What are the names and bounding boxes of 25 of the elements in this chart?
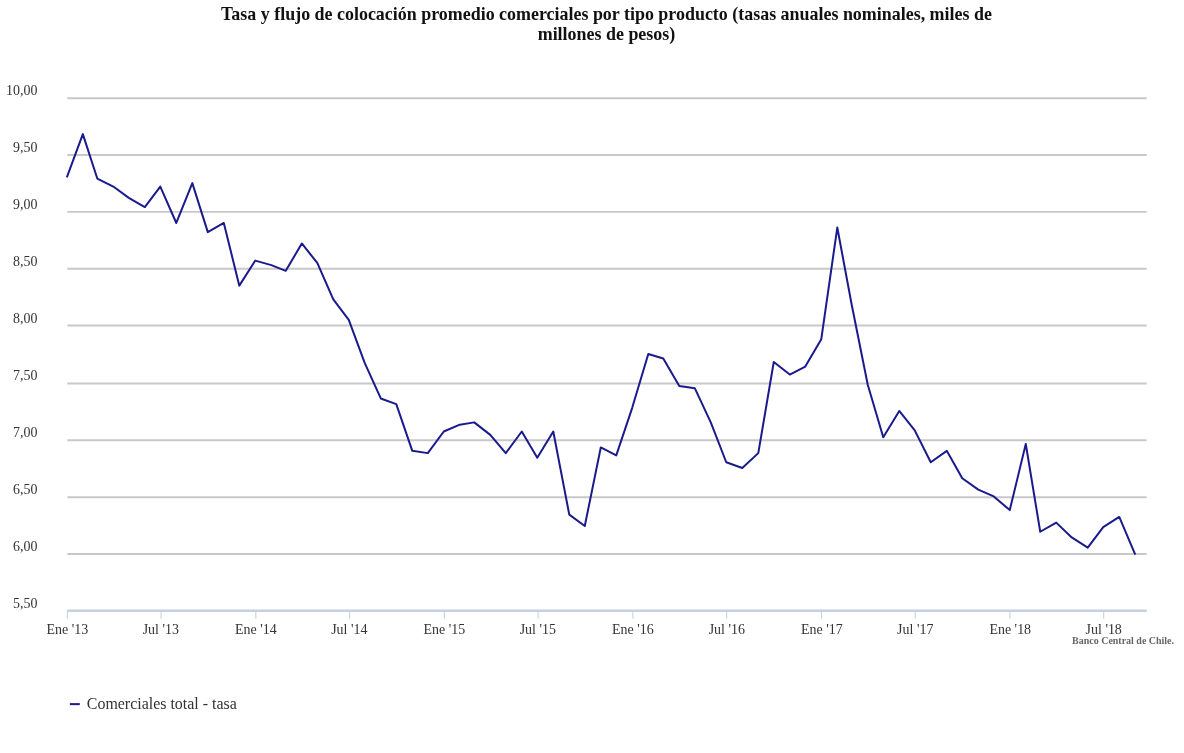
x-tick-label: Ene '18 <box>989 621 1032 637</box>
y-tick-label: 6,50 <box>12 481 38 497</box>
x-tick-label: Jul '16 <box>708 621 745 637</box>
y-tick-label: 8,50 <box>12 254 38 270</box>
text: Banco Central de Chile. <box>1072 635 1175 647</box>
y-tick-label: 10,00 <box>6 83 38 99</box>
x-tick-label: Ene '15 <box>423 621 466 637</box>
x-tick-label: Jul '15 <box>519 621 556 637</box>
x-tick-label: Ene '13 <box>46 621 89 637</box>
y-tick-label: 6,00 <box>12 538 38 554</box>
x-tick-label: Ene '14 <box>234 621 277 637</box>
x-tick-label: Jul '14 <box>331 621 368 637</box>
y-tick-label: 8,00 <box>12 311 38 327</box>
x-tick-label: Ene '16 <box>611 621 654 637</box>
y-tick-label: 7,00 <box>12 424 38 440</box>
x-tick-label: Jul '13 <box>142 621 179 637</box>
x-tick-label: Jul '18 <box>1085 621 1122 637</box>
y-tick-label: 5,50 <box>12 595 38 611</box>
legend-label: Comerciales total - tasa <box>86 695 237 713</box>
y-tick-label: 9,00 <box>12 197 38 213</box>
y-tick-label: 9,50 <box>12 140 38 156</box>
x-tick-label: Ene '17 <box>800 621 843 637</box>
chart-title: Tasa y flujo de colocación promedio comerciales por tipo producto (tasas anuales nominales, miles de millones de pesos) <box>221 3 992 45</box>
y-tick-label: 7,50 <box>12 368 38 383</box>
x-tick-label: Jul '17 <box>897 621 934 637</box>
